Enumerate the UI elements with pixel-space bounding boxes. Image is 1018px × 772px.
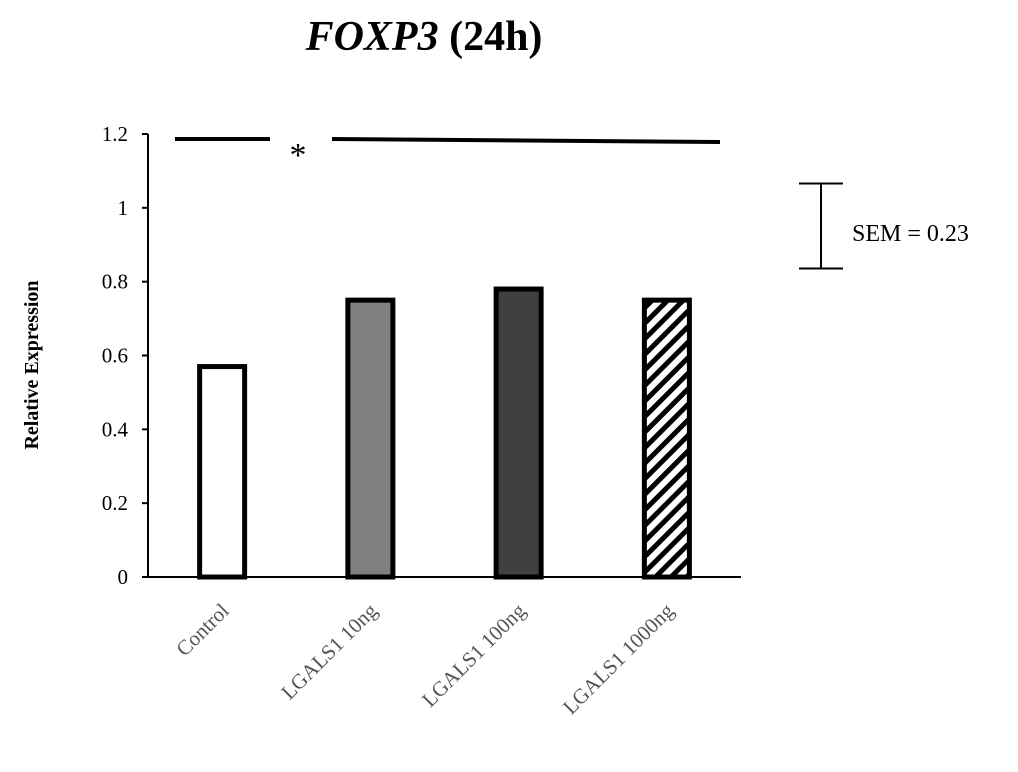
bar-0 xyxy=(197,364,248,580)
y-tick-label: 0 xyxy=(118,565,129,589)
y-tick-label: 0.8 xyxy=(102,270,128,294)
bar-3 xyxy=(641,297,692,580)
x-tick-label: LGALS1 1000ng xyxy=(558,598,679,719)
significance-line: * xyxy=(175,137,721,174)
y-tick-label: 1.2 xyxy=(102,122,128,146)
y-tick-label: 1 xyxy=(118,196,129,220)
bars xyxy=(197,286,692,580)
bar-1 xyxy=(345,297,396,580)
x-tick-label: Control xyxy=(171,598,233,660)
y-tick-label: 0.6 xyxy=(102,344,128,368)
x-axis: Control LGALS1 10ng LGALS1 100ng LGALS1 100… xyxy=(148,576,741,719)
chart-title: FOXP3 (24h) xyxy=(305,14,543,60)
x-tick-label: LGALS1 100ng xyxy=(417,598,530,711)
x-tick-label: LGALS1 10ng xyxy=(276,598,382,704)
sem-label: SEM = 0.23 xyxy=(852,221,969,247)
y-axis: 0 0.2 0.4 0.6 0.8 1 1.2 xyxy=(102,122,149,589)
sem-bar: SEM = 0.23 xyxy=(799,182,969,270)
y-tick-label: 0.4 xyxy=(102,417,129,441)
y-axis-label: Relative Expression xyxy=(21,280,43,449)
bar-2 xyxy=(493,286,544,580)
significance-marker: * xyxy=(290,137,307,174)
y-tick-label: 0.2 xyxy=(102,491,128,515)
